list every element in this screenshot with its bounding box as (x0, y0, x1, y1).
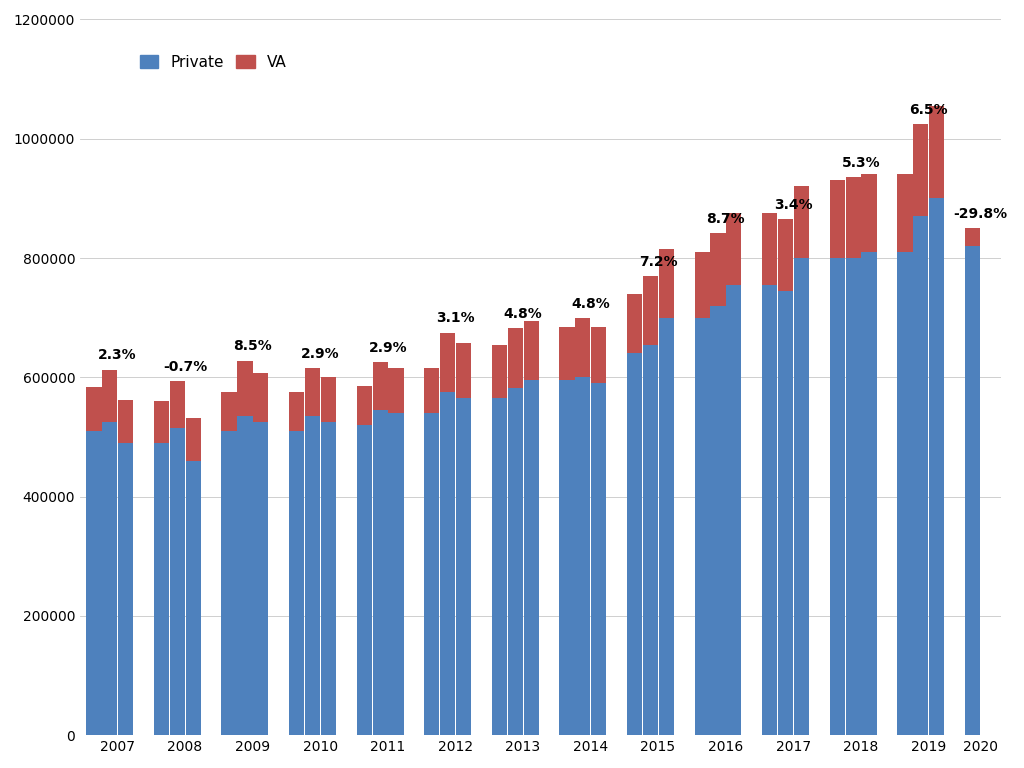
Bar (102, 422, 118, 735)
Bar (897, 252, 912, 735)
Legend: Private, VA: Private, VA (134, 48, 293, 76)
Bar (559, 326, 574, 380)
Bar (388, 413, 403, 735)
Bar (861, 252, 877, 735)
Bar (762, 285, 777, 735)
Bar (440, 392, 456, 735)
Bar (238, 416, 253, 735)
Text: 3.4%: 3.4% (774, 198, 812, 212)
Bar (388, 369, 403, 413)
Bar (221, 392, 237, 431)
Bar (305, 416, 321, 735)
Bar (424, 369, 439, 413)
Bar (523, 380, 539, 735)
Bar (846, 177, 861, 258)
Bar (321, 377, 336, 422)
Text: 2.3%: 2.3% (98, 349, 136, 362)
Bar (154, 443, 169, 735)
Bar (523, 321, 539, 380)
Bar (575, 377, 591, 735)
Bar (643, 345, 658, 735)
Bar (373, 362, 388, 410)
Bar (492, 345, 507, 398)
Bar (424, 413, 439, 735)
Bar (559, 380, 574, 735)
Bar (86, 388, 101, 431)
Bar (658, 318, 674, 735)
Bar (711, 306, 726, 735)
Bar (185, 461, 201, 735)
Bar (694, 318, 710, 735)
Bar (591, 326, 606, 383)
Bar (965, 228, 980, 246)
Bar (356, 425, 372, 735)
Text: 8.7%: 8.7% (707, 212, 744, 226)
Bar (289, 392, 304, 431)
Bar (658, 249, 674, 318)
Bar (929, 106, 944, 198)
Bar (643, 276, 658, 345)
Bar (929, 198, 944, 735)
Bar (86, 431, 101, 735)
Bar (897, 174, 912, 252)
Bar (575, 318, 591, 377)
Bar (711, 233, 726, 306)
Bar (913, 217, 929, 735)
Bar (321, 422, 336, 735)
Bar (965, 246, 980, 735)
Bar (118, 400, 133, 443)
Text: 8.5%: 8.5% (233, 339, 272, 353)
Text: 6.5%: 6.5% (909, 103, 947, 117)
Bar (289, 431, 304, 735)
Bar (508, 329, 523, 388)
Bar (778, 219, 794, 291)
Bar (253, 422, 268, 735)
Bar (846, 258, 861, 735)
Text: 5.3%: 5.3% (842, 157, 880, 170)
Bar (794, 258, 809, 735)
Bar (829, 258, 845, 735)
Bar (440, 333, 456, 392)
Bar (456, 343, 471, 398)
Text: 3.1%: 3.1% (436, 311, 474, 326)
Text: 2.9%: 2.9% (301, 347, 339, 361)
Text: 4.8%: 4.8% (571, 296, 610, 310)
Bar (170, 428, 185, 735)
Bar (627, 353, 642, 735)
Bar (694, 252, 710, 318)
Text: -0.7%: -0.7% (163, 360, 207, 374)
Bar (118, 443, 133, 735)
Bar (456, 398, 471, 735)
Text: 7.2%: 7.2% (639, 255, 677, 269)
Bar (829, 180, 845, 258)
Bar (762, 214, 777, 285)
Bar (185, 418, 201, 461)
Bar (726, 285, 741, 735)
Bar (627, 294, 642, 353)
Bar (356, 386, 372, 425)
Bar (726, 214, 741, 285)
Bar (373, 410, 388, 735)
Bar (238, 361, 253, 416)
Bar (221, 431, 237, 735)
Bar (492, 398, 507, 735)
Bar (253, 373, 268, 422)
Text: 2.9%: 2.9% (369, 341, 407, 356)
Bar (794, 187, 809, 258)
Bar (102, 369, 118, 422)
Bar (861, 174, 877, 252)
Bar (508, 388, 523, 735)
Bar (305, 369, 321, 416)
Bar (591, 383, 606, 735)
Text: -29.8%: -29.8% (953, 207, 1008, 221)
Bar (170, 382, 185, 428)
Text: 4.8%: 4.8% (504, 307, 543, 321)
Bar (913, 124, 929, 217)
Bar (778, 291, 794, 735)
Bar (154, 401, 169, 443)
